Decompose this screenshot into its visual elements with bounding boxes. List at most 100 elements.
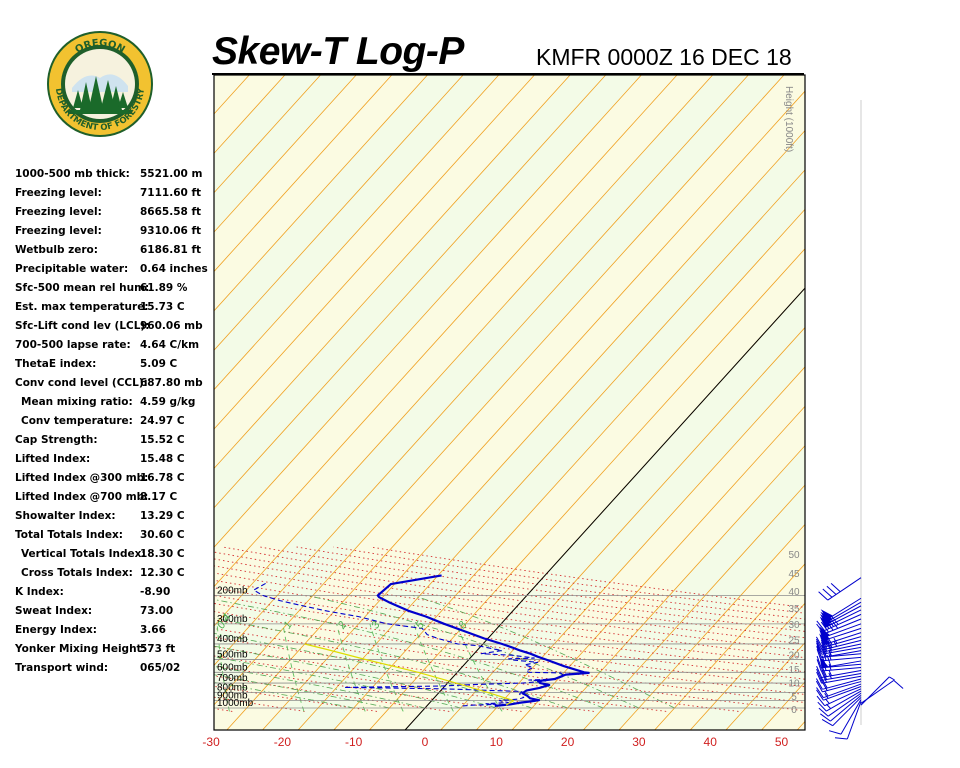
index-value: 3.66 (140, 624, 166, 636)
dry-adiabat (214, 572, 805, 659)
pressure-label: 400mb (217, 634, 248, 645)
wind-barb-feather (821, 718, 833, 727)
mixing-ratio-line (336, 623, 366, 712)
x-tick-label: 20 (561, 735, 575, 749)
index-value: 12.30 C (140, 567, 185, 579)
mixing-ratio-line (282, 623, 305, 712)
isotherm-line (654, 563, 805, 730)
index-row: Vertical Totals Index: 18.30 C (15, 548, 215, 567)
wind-barb-feather (816, 671, 823, 684)
index-row: Yonker Mixing Height: 573 ft (15, 643, 215, 662)
wind-barb-staff (826, 597, 862, 620)
isotherm-line (214, 75, 749, 666)
wind-barb-feather (828, 730, 842, 735)
wind-barb-staff (860, 679, 895, 704)
height-tick-label: 45 (788, 569, 800, 580)
wind-barb-feather (893, 680, 904, 689)
index-label: Freezing level: (15, 187, 102, 199)
index-value: 8665.58 ft (140, 206, 202, 218)
wind-barb-feather (826, 585, 837, 595)
wind-barb-staff (826, 601, 862, 623)
wind-barb-feather (820, 713, 831, 722)
isotherm-line (214, 75, 500, 391)
wind-barb (815, 679, 862, 693)
oregon-dept-forestry-logo: OREGON DEPARTMENT OF FORESTRY (47, 31, 153, 137)
isotherm-line (618, 523, 805, 730)
pressure-label: 900mb (217, 691, 248, 702)
index-row: Showalter Index: 13.29 C (15, 510, 215, 529)
index-row: Est. max temperature: 15.73 C (15, 301, 215, 320)
index-label: Sweat Index: (15, 605, 93, 617)
wind-barb-half-feather (824, 690, 829, 697)
index-value: 9310.06 ft (140, 225, 202, 237)
wind-barb-feather (816, 642, 823, 655)
index-value: 573 ft (140, 643, 176, 655)
isotherm-line (262, 129, 805, 730)
wind-barb (834, 701, 862, 740)
wind-barb (821, 697, 862, 727)
moist-adiabat (214, 674, 390, 709)
wind-barb (816, 667, 862, 681)
x-tick-label: 10 (490, 735, 504, 749)
index-row: Lifted Index @700 mb: 8.17 C (15, 491, 215, 510)
index-value: 15.73 C (140, 301, 185, 313)
wind-barb-staff (822, 678, 862, 690)
wind-barb-staff (824, 609, 862, 628)
dry-adiabat (214, 646, 667, 712)
index-label: Showalter Index: (15, 510, 116, 522)
index-label: Sfc-500 mean rel hum: (15, 282, 150, 294)
index-label: Cross Totals Index: (21, 567, 133, 579)
wind-barb-half-feather (828, 654, 832, 661)
isotherm-line (214, 75, 678, 588)
wind-barb-feather (821, 648, 827, 661)
wind-barb-staff (822, 636, 862, 649)
index-row: Freezing level: 9310.06 ft (15, 225, 215, 244)
wind-barb-staff (832, 697, 862, 727)
wind-barb-staff (822, 632, 862, 646)
height-tick-label: 40 (788, 587, 800, 598)
isotherm-line (0, 75, 178, 730)
index-label: K Index: (15, 586, 64, 598)
pressure-label: 300mb (217, 614, 248, 625)
pressure-label: 600mb (217, 662, 248, 673)
isotherm-line (511, 405, 805, 730)
moist-adiabat (214, 617, 568, 709)
wind-barb-feather (816, 655, 822, 668)
isotherm-line (214, 75, 321, 194)
index-value: 5521.00 m (140, 168, 203, 180)
wind-barb-staff (830, 695, 862, 722)
index-row: Precipitable water: 0.64 inches (15, 263, 215, 282)
index-value: 065/02 (140, 662, 181, 674)
index-label: Est. max temperature: (15, 301, 149, 313)
wind-barb (818, 577, 862, 601)
height-axis-title: Height (1000ft) (783, 86, 794, 152)
wind-barb-staff (821, 675, 862, 684)
index-value: 4.64 C/km (140, 339, 200, 351)
wind-barb (819, 623, 862, 638)
wind-barb (816, 648, 862, 662)
wind-barb-feather (815, 680, 823, 693)
index-row: Freezing level: 8665.58 ft (15, 206, 215, 225)
index-row: Lifted Index: 15.48 C (15, 453, 215, 472)
wind-barb-staff (822, 639, 862, 651)
wind-barb-feather (821, 667, 827, 680)
index-value: 8.17 C (140, 491, 178, 503)
index-value: 15.52 C (140, 434, 185, 446)
wind-barb-pennant (820, 609, 833, 620)
mixing-ratio-line (216, 623, 230, 712)
index-label: Lifted Index @300 mb: (15, 472, 149, 484)
wind-barb-feather (816, 687, 824, 698)
index-label: Total Totals Index: (15, 529, 123, 541)
x-tick-label: -30 (202, 735, 220, 749)
x-tick-label: -10 (345, 735, 363, 749)
index-label: Wetbulb zero: (15, 244, 98, 256)
index-label: ThetaE index: (15, 358, 97, 370)
wind-barb-staff (823, 618, 862, 635)
wind-barb-feather (816, 695, 826, 707)
index-row: 700-500 lapse rate: 4.64 C/km (15, 339, 215, 358)
x-tick-label: 30 (632, 735, 646, 749)
index-row: Energy Index: 3.66 (15, 624, 215, 643)
isotherm-line (214, 75, 607, 509)
isotherm-line (214, 75, 642, 548)
